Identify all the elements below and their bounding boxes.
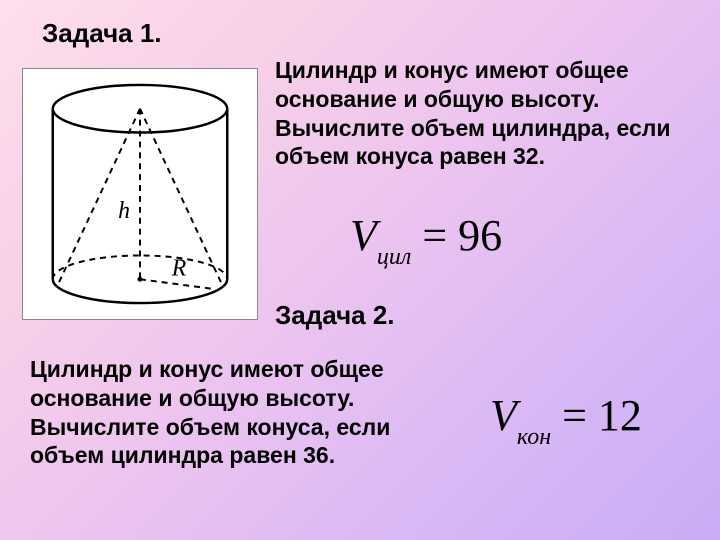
task2-title: Задача 2. (275, 300, 395, 331)
task1-text: Цилиндр и конус имеют общее основание и … (275, 56, 695, 171)
formula1-var: V (350, 211, 377, 260)
cylinder-cone-diagram: h R (23, 69, 257, 319)
formula2-var: V (490, 391, 517, 440)
r-label: R (171, 255, 187, 281)
formula1-eq: = 96 (411, 211, 502, 260)
formula1-sub: цил (377, 244, 411, 270)
task1-title: Задача 1. (42, 18, 162, 49)
formula-cylinder: Vцил = 96 (350, 210, 502, 267)
formula-cone: Vкон = 12 (490, 390, 642, 447)
formula2-sub: кон (517, 424, 551, 450)
h-label: h (118, 198, 130, 224)
diagram-container: h R (22, 68, 258, 320)
formula2-eq: = 12 (551, 391, 642, 440)
task2-text: Цилиндр и конус имеют общее основание и … (30, 355, 450, 470)
